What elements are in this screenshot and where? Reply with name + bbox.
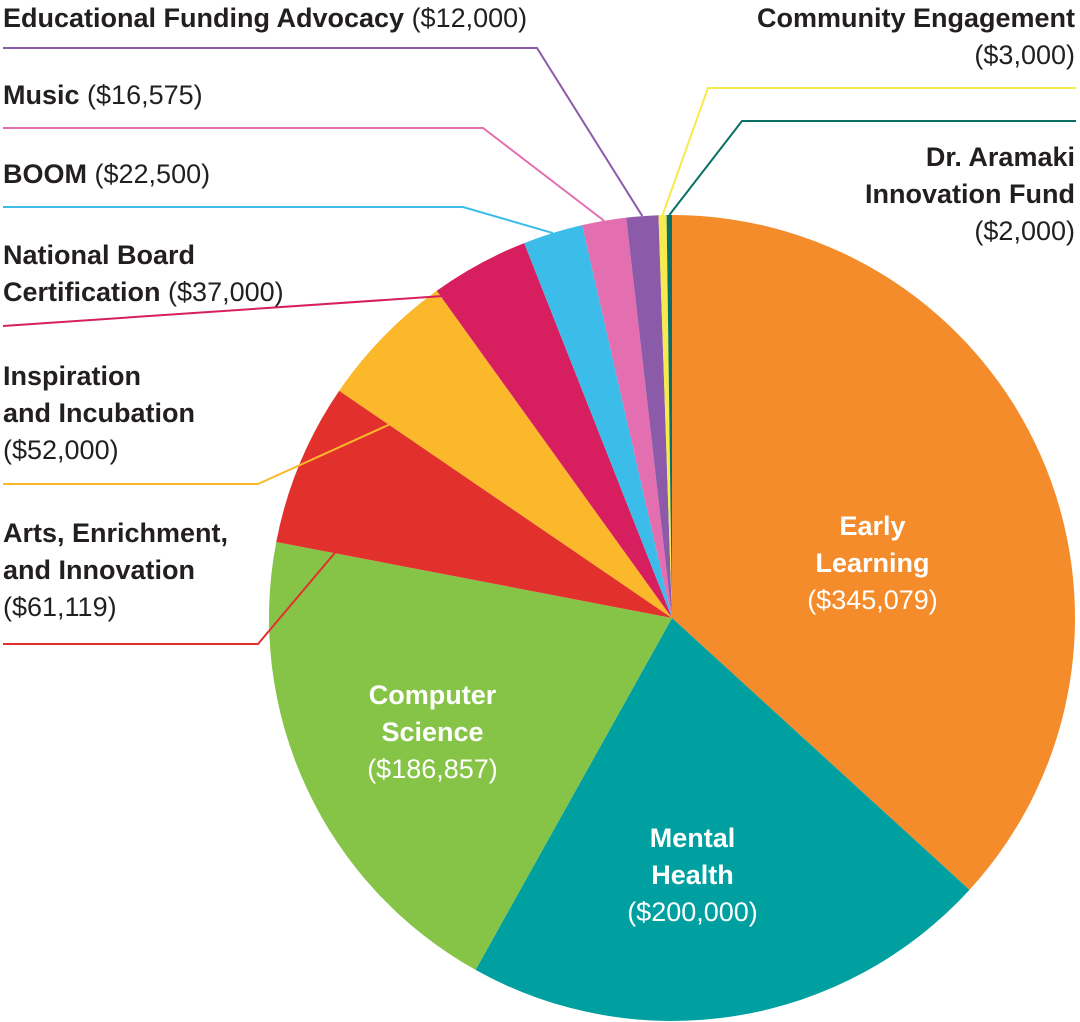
label-aramaki-line1: Dr. Aramaki [925,142,1075,172]
label-efa-amount: ($12,000) [411,3,528,33]
label-arts: Arts, Enrichment, and Innovation ($61,11… [3,515,228,626]
pie-slices [268,215,1075,1022]
label-inspiration-line2: and Incubation [3,398,195,428]
label-computer-science-line1: Computer [368,680,497,710]
slice-music [582,217,672,618]
label-arts-line1: Arts, Enrichment, [3,518,229,548]
leader-line-arts [3,496,383,645]
label-music: Music ($16,575) [3,77,203,114]
label-early-learning-line1: Early [839,511,906,541]
label-early-learning-amount: ($345,079) [807,585,938,615]
slice-mental-health [475,618,970,1022]
label-arts-line2: and Innovation [3,555,195,585]
leader-line-boom [3,206,554,234]
label-inspiration-line1: Inspiration [3,361,142,391]
label-mental-health-amount: ($200,000) [627,897,758,927]
leader-line-community [661,87,1076,216]
label-early-learning-line2: Learning [815,548,930,578]
slice-efa [626,215,672,618]
label-community-name: Community Engagement [756,3,1075,33]
leader-line-efa [3,47,644,217]
label-nbc-line1: National Board [3,240,196,270]
label-music-amount: ($16,575) [87,80,203,110]
label-mental-health-line2: Health [651,860,734,890]
label-efa-name: Educational Funding Advocacy [3,3,405,33]
label-boom-name: BOOM [3,159,87,189]
label-boom-amount: ($22,500) [94,159,211,189]
label-arts-amount: ($61,119) [3,592,117,622]
label-music-name: Music [3,80,80,110]
slice-boom [524,225,672,618]
label-computer-science: Computer Science ($186,857) [340,677,525,788]
slice-community [658,215,672,619]
leader-lines [2,47,1076,645]
label-community-amount: ($3,000) [974,40,1075,70]
label-aramaki-line2: Innovation Fund [865,179,1075,209]
leader-line-inspiration [3,397,448,485]
label-nbc: National Board Certification ($37,000) [3,237,284,311]
slice-aramaki [666,215,672,618]
leader-line-music [3,127,605,222]
label-mental-health: Mental Health ($200,000) [600,820,785,931]
label-mental-health-line1: Mental [649,823,736,853]
slice-nbc [436,243,672,618]
label-computer-science-line2: Science [381,717,484,747]
slice-inspiration [339,290,672,618]
label-inspiration: Inspiration and Incubation ($52,000) [3,358,195,469]
slice-early-learning [672,215,1075,890]
label-nbc-amount: ($37,000) [168,277,284,307]
label-inspiration-amount: ($52,000) [3,435,119,465]
label-aramaki-amount: ($2,000) [974,216,1075,246]
label-computer-science-amount: ($186,857) [367,754,498,784]
leader-line-nbc [2,291,495,327]
label-nbc-line2: Certification [3,277,161,307]
label-boom: BOOM ($22,500) [3,156,210,193]
slice-arts [276,390,672,618]
leader-line-aramaki [668,120,1076,216]
slice-computer-science [268,541,672,970]
label-community: Community Engagement ($3,000) [757,0,1075,74]
label-efa: Educational Funding Advocacy ($12,000) [3,0,527,37]
label-early-learning: Early Learning ($345,079) [790,508,955,619]
label-aramaki: Dr. Aramaki Innovation Fund ($2,000) [865,139,1075,250]
